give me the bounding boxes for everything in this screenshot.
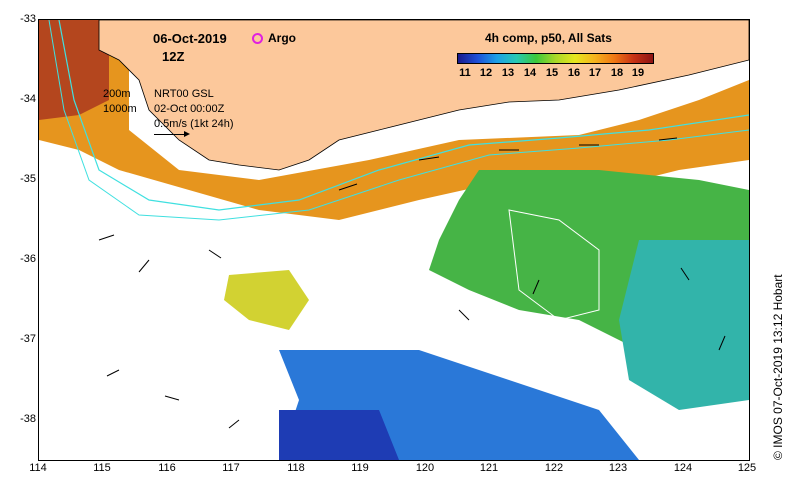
lat-tick: -35 bbox=[20, 173, 36, 185]
credit-label: © IMOS 07-Oct-2019 13:12 Hobart bbox=[771, 274, 785, 460]
current-arrow bbox=[98, 234, 115, 241]
sst-hot-northwest bbox=[39, 20, 109, 120]
current-arrow bbox=[228, 419, 240, 429]
sst-field bbox=[39, 20, 749, 460]
colorbar-tick: 12 bbox=[479, 67, 493, 79]
depth-200-label: 200m bbox=[103, 88, 131, 100]
current-arrow bbox=[138, 259, 150, 273]
lon-tick: 116 bbox=[158, 462, 176, 474]
argo-marker-icon bbox=[252, 33, 263, 44]
map-time: 12Z bbox=[162, 49, 185, 64]
colorbar-tick: 17 bbox=[588, 67, 602, 79]
lon-tick: 114 bbox=[29, 462, 47, 474]
current-arrow bbox=[208, 249, 222, 259]
lon-tick: 123 bbox=[608, 462, 628, 474]
current-arrow bbox=[680, 267, 690, 281]
sst-yellow-patch bbox=[224, 270, 309, 330]
source-date-label: 02-Oct 00:00Z bbox=[154, 103, 225, 115]
isobath-1000m bbox=[48, 20, 749, 221]
lat-tick: -34 bbox=[20, 93, 36, 105]
lon-tick: 119 bbox=[351, 462, 369, 474]
velocity-scale-arrow-icon bbox=[154, 131, 190, 137]
lat-tick: -33 bbox=[20, 13, 36, 25]
lat-tick: -38 bbox=[20, 413, 36, 425]
map-date: 06-Oct-2019 bbox=[153, 31, 227, 46]
sst-deep-blue-southwest bbox=[279, 410, 399, 460]
current-arrow bbox=[106, 369, 120, 377]
lon-tick: 120 bbox=[415, 462, 435, 474]
current-arrow bbox=[458, 309, 470, 321]
sst-cyan-southeast bbox=[619, 240, 749, 410]
lat-tick: -37 bbox=[20, 333, 36, 345]
lon-tick: 122 bbox=[544, 462, 564, 474]
current-arrow bbox=[658, 137, 678, 141]
source-label: NRT00 GSL bbox=[154, 88, 214, 100]
sst-map[interactable] bbox=[38, 19, 750, 461]
lat-tick: -36 bbox=[20, 253, 36, 265]
colorbar-title: 4h comp, p50, All Sats bbox=[485, 31, 612, 45]
current-arrow bbox=[338, 183, 358, 191]
current-arrow bbox=[718, 335, 726, 351]
lon-tick: 118 bbox=[287, 462, 305, 474]
lon-tick: 115 bbox=[93, 462, 111, 474]
current-arrow bbox=[164, 395, 180, 401]
colorbar bbox=[457, 53, 654, 64]
depth-1000-label: 1000m bbox=[103, 103, 137, 115]
sst-map-canvas bbox=[39, 20, 749, 460]
lon-tick: 121 bbox=[479, 462, 499, 474]
current-arrow bbox=[418, 156, 440, 161]
current-vectors bbox=[98, 137, 726, 429]
argo-label: Argo bbox=[268, 31, 296, 45]
isobath-200m bbox=[58, 20, 749, 211]
colorbar-tick: 15 bbox=[545, 67, 559, 79]
lon-tick: 125 bbox=[737, 462, 757, 474]
lon-tick: 117 bbox=[222, 462, 240, 474]
velocity-scale-label: 0.5m/s (1kt 24h) bbox=[154, 118, 234, 130]
lon-tick: 124 bbox=[673, 462, 693, 474]
current-arrow bbox=[532, 279, 540, 295]
colorbar-tick: 14 bbox=[523, 67, 537, 79]
colorbar-tick: 16 bbox=[567, 67, 581, 79]
contour-line bbox=[508, 209, 600, 321]
colorbar-tick: 11 bbox=[459, 67, 471, 79]
colorbar-tick: 19 bbox=[631, 67, 645, 79]
colorbar-tick: 13 bbox=[501, 67, 515, 79]
colorbar-tick: 18 bbox=[610, 67, 624, 79]
